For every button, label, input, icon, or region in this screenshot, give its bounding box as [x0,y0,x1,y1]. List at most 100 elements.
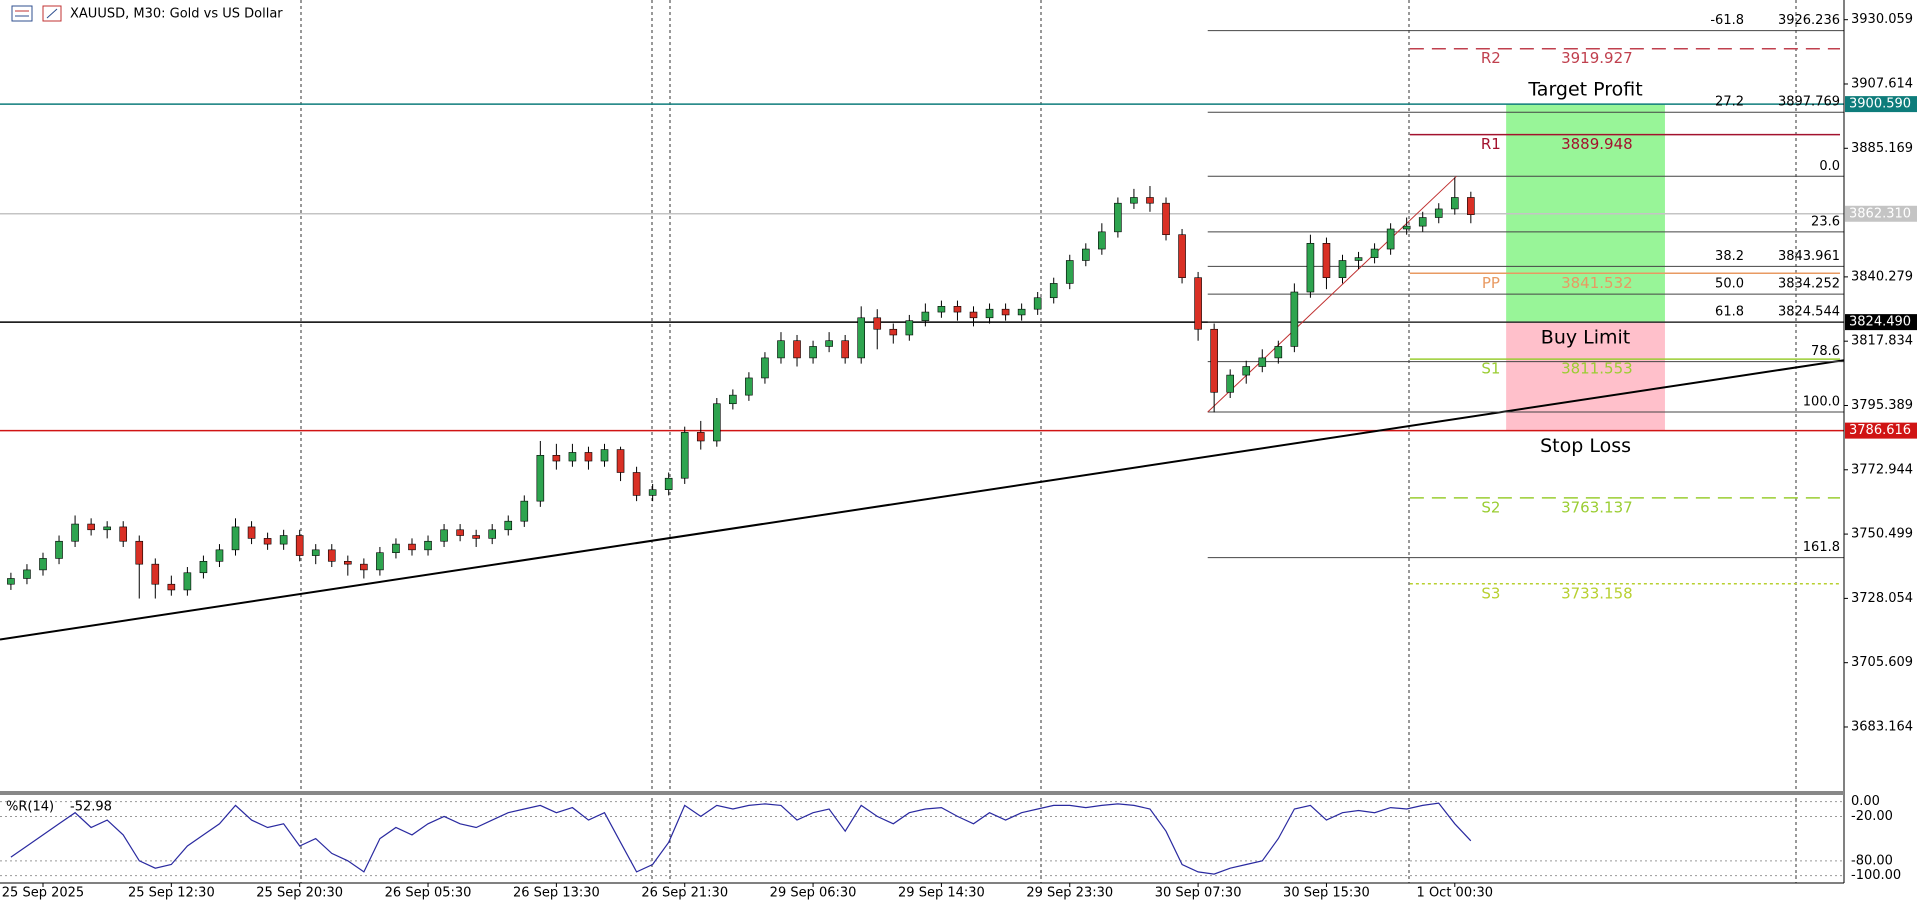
candle-body [648,489,657,496]
candle-body [1114,202,1122,233]
line-note: Stop Loss [1540,435,1631,457]
x-tick-label: 29 Sep 14:30 [898,886,985,901]
candle-body [1001,308,1010,316]
indicator-value: -52.98 [70,800,112,815]
candle-body [327,549,336,562]
candle-body [231,526,240,551]
candle-body [953,306,962,313]
candle-body [247,526,256,539]
candle-body [1242,366,1251,376]
candle-body [23,569,31,579]
candle-body [1322,243,1331,278]
candle-body [1146,197,1154,204]
candle-body [1210,328,1218,393]
candle-body [392,543,400,554]
fibo-level-label: 23.6 [1811,214,1840,229]
candle-body [199,560,208,574]
candle-body [408,543,416,551]
x-tick-label: 1 Oct 00:30 [1417,886,1493,901]
candle-body [360,563,368,571]
candle-body [1130,197,1138,204]
candle-body [103,526,111,531]
icon [11,5,33,22]
indicator-tick-label: -20.00 [1851,809,1893,824]
chart-title: XAUUSD, M30: Gold vs US Dollar [70,7,283,22]
candle-body [889,328,898,336]
fibo-level-label: 0.0 [1819,159,1840,174]
price-tag [1845,96,1917,113]
candle-body [632,472,641,496]
price-tag-label: 3824.490 [1849,315,1911,330]
fibo-level-label: 100.0 [1803,394,1840,409]
candle-body [1450,197,1459,210]
candle-body [456,529,464,536]
indicator-tick-label: -80.00 [1851,853,1893,868]
pivot-name: PP [1482,274,1500,292]
candle-body [664,477,673,490]
pivot-name: R1 [1481,135,1501,153]
candle-body [552,454,561,462]
candle-body [440,529,448,542]
price-tag [1845,205,1917,222]
candle-body [7,578,15,585]
axis-background [1844,0,1918,901]
candle-body [713,403,721,442]
candle-body [1178,234,1186,278]
candle-body [1258,357,1267,367]
candle-body [745,377,753,396]
y-tick-label: 3750.499 [1851,527,1913,542]
pivot-name: S1 [1481,360,1500,378]
candle-body [39,558,47,571]
candle-body [311,549,320,556]
candle-body [183,572,192,591]
trendline [0,359,1845,641]
candle-body [568,452,577,462]
fibo-level-label: -61.8 [1710,13,1744,28]
candle-body [1354,257,1363,261]
fibo-level-label: 50.0 [1715,277,1744,292]
candle-body [1418,217,1427,227]
pivot-price: 3811.553 [1561,360,1633,378]
fibo-level-label: 27.2 [1715,95,1744,110]
candle-body [1082,248,1090,261]
x-tick-label: 30 Sep 07:30 [1155,886,1242,901]
candle-body [263,538,272,545]
x-tick-label: 26 Sep 05:30 [385,886,472,901]
candle-body [857,317,865,359]
fibo-level-label: 38.2 [1715,249,1744,264]
price-tag-label: 3862.310 [1849,206,1911,221]
price-tag-label: 3786.616 [1849,423,1911,438]
x-tick-label: 26 Sep 13:30 [513,886,600,901]
candle-body [1370,248,1379,258]
candle-body [793,340,801,359]
candle-body [1226,374,1234,393]
y-tick-label: 3840.279 [1851,269,1913,284]
candle-body [472,535,480,539]
candle-body [937,306,946,313]
price-tag [1845,314,1917,331]
candle-body [616,449,625,473]
candle-body [600,449,609,462]
candle-body [969,311,978,319]
candle-body [1162,202,1170,236]
candle-body [680,432,689,479]
candle-body [825,340,833,347]
candle-body [520,500,529,522]
x-tick-label: 25 Sep 20:30 [256,886,343,901]
candle-body [1017,308,1026,316]
candle-body [344,560,352,565]
candle-body [488,529,497,539]
candle-body [151,563,160,585]
fibo-price-label: 3897.769 [1778,95,1840,110]
candle-body [504,520,513,531]
candle-body [1467,197,1475,215]
pivot-price: 3889.948 [1561,135,1633,153]
candle-body [55,540,63,559]
pivot-price: 3919.927 [1561,49,1633,67]
y-tick-label: 3683.164 [1851,719,1913,734]
fibo-price-label: 3926.236 [1778,13,1840,28]
candle-body [1049,283,1058,299]
candle-body [1098,231,1106,250]
zone-label: Buy Limit [1541,327,1630,349]
